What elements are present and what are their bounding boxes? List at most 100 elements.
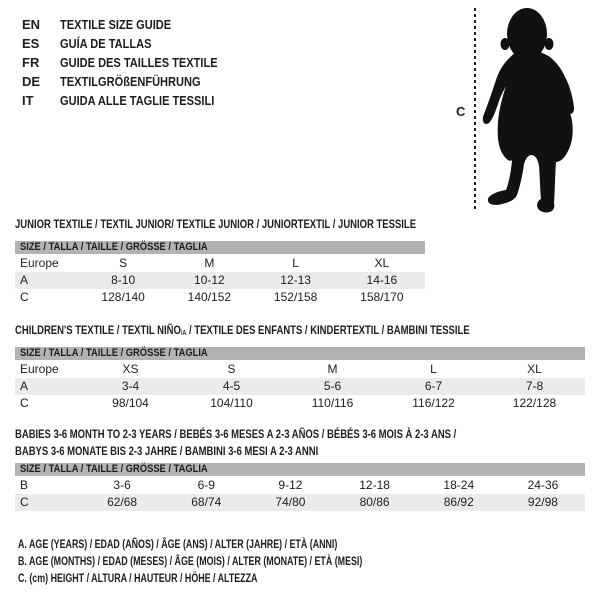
language-code: ES [22, 36, 40, 51]
language-row: EN TEXTILE SIZE GUIDE [22, 15, 245, 34]
footnote: C. (cm) HEIGHT / ALTURA / HAUTEUR / HÖHE… [18, 571, 258, 585]
babies-table-grid: SIZE / TALLA / TAILLE / GRÖSSE / TAGLIA … [15, 463, 585, 511]
language-row: DE TEXTILGRÖßENFÜHRUNG [22, 72, 245, 91]
footnotes: A. AGE (YEARS) / EDAD (AÑOS) / ÂGE (ANS)… [18, 536, 483, 587]
size-cell: 24-36 [527, 478, 559, 492]
table-row: A 3-4 4-5 5-6 6-7 7-8 [15, 378, 585, 395]
children-table-rows: Europe XS S M L XL A 3-4 4-5 5-6 6-7 7-8 C 98/104 104/… [15, 361, 585, 412]
size-header-bar: SIZE / TALLA / TAILLE / GRÖSSE / TAGLIA [15, 347, 585, 360]
language-code: EN [22, 17, 41, 32]
size-header-label: SIZE / TALLA / TAILLE / GRÖSSE / TAGLIA [20, 463, 208, 475]
row-label: A [20, 379, 29, 393]
language-code: IT [22, 93, 34, 108]
language-label: GUIDE DES TAILLES TEXTILE [60, 55, 218, 70]
size-cell: L [430, 362, 437, 376]
size-cell: XL [527, 362, 542, 376]
children-table-title: CHILDREN'S TEXTILE / TEXTIL NIÑO/A / TEX… [15, 322, 585, 339]
row-label: Europe [20, 362, 59, 376]
language-label: TEXTILGRÖßENFÜHRUNG [60, 74, 201, 89]
size-cell: 92/98 [527, 495, 558, 509]
table-row: Europe XS S M L XL [15, 361, 585, 378]
height-measure-line [474, 8, 476, 210]
row-label: B [20, 478, 29, 492]
size-cell: 110/116 [311, 396, 354, 410]
language-code: DE [22, 74, 41, 89]
language-list: EN TEXTILE SIZE GUIDE ES GUÍA DE TALLAS FR GU… [22, 15, 245, 110]
children-table-grid: SIZE / TALLA / TAILLE / GRÖSSE / TAGLIA … [15, 347, 585, 412]
size-cell: 10-12 [194, 273, 225, 287]
size-cell: XS [122, 362, 139, 376]
size-cell: 68/74 [191, 495, 222, 509]
footnote: B. AGE (MONTHS) / EDAD (MESES) / ÂGE (MO… [18, 554, 363, 568]
language-row: FR GUIDE DES TAILLES TEXTILE [22, 53, 245, 72]
height-measure-label: C [456, 104, 466, 119]
size-header-bar: SIZE / TALLA / TAILLE / GRÖSSE / TAGLIA [15, 241, 425, 254]
size-cell: 4-5 [222, 379, 241, 393]
table-row: C 128/140 140/152 152/158 158/170 [15, 289, 425, 306]
size-cell: 80/86 [359, 495, 390, 509]
junior-table-rows: Europe S M L XL A 8-10 10-12 12-13 14-16 C 128/140 1… [15, 255, 425, 306]
size-cell: 98/104 [112, 396, 149, 410]
table-row: Europe S M L XL [15, 255, 425, 272]
size-cell: 5-6 [323, 379, 342, 393]
size-cell: 158/170 [360, 290, 404, 304]
table-row: A 8-10 10-12 12-13 14-16 [15, 272, 425, 289]
size-cell: M [327, 362, 338, 376]
size-cell: 6-9 [197, 478, 215, 492]
size-cell: 7-8 [525, 379, 544, 393]
size-cell: 18-24 [443, 478, 475, 492]
size-cell: L [292, 256, 299, 270]
size-cell: 104/110 [210, 396, 253, 410]
table-title-line: BABYS 3-6 MONATE BIS 2-3 JAHRE / BAMBINI… [15, 444, 319, 458]
language-row: IT GUIDA ALLE TAGLIE TESSILI [22, 91, 245, 110]
size-cell: 12-18 [359, 478, 390, 492]
babies-size-table: BABIES 3-6 MONTH TO 2-3 YEARS / BEBÉS 3-… [15, 426, 585, 511]
size-cell: M [204, 256, 215, 270]
language-label: TEXTILE SIZE GUIDE [60, 17, 172, 32]
junior-size-table: JUNIOR TEXTILE / TEXTIL JUNIOR/ TEXTILE … [15, 216, 425, 304]
row-label: C [20, 290, 29, 304]
babies-table-rows: B 3-6 6-9 9-12 12-18 18-24 24-36 C 62/68 68/74 74/… [15, 477, 585, 511]
size-cell: 152/158 [273, 290, 318, 304]
size-cell: 8-10 [111, 273, 136, 287]
size-header-bar: SIZE / TALLA / TAILLE / GRÖSSE / TAGLIA [15, 463, 585, 476]
table-title-line: JUNIOR TEXTILE / TEXTIL JUNIOR/ TEXTILE … [15, 217, 417, 231]
table-row: C 98/104 104/110 110/116 116/122 122/128 [15, 395, 585, 412]
size-cell: 9-12 [278, 478, 303, 492]
babies-table-title: BABIES 3-6 MONTH TO 2-3 YEARS / BEBÉS 3-… [15, 426, 585, 460]
row-label: C [20, 495, 29, 509]
size-cell: 74/80 [275, 495, 306, 509]
size-cell: 6-7 [424, 379, 443, 393]
size-cell: 128/140 [101, 290, 145, 304]
baby-silhouette-icon [482, 8, 574, 213]
language-row: ES GUÍA DE TALLAS [22, 34, 245, 53]
size-cell: 140/152 [187, 290, 232, 304]
size-cell: S [119, 256, 128, 270]
size-cell: 86/92 [443, 495, 474, 509]
row-label: Europe [20, 256, 59, 270]
language-label: GUIDA ALLE TAGLIE TESSILI [60, 93, 215, 108]
size-cell: 3-6 [113, 478, 131, 492]
baby-figure: C [450, 0, 600, 220]
children-size-table: CHILDREN'S TEXTILE / TEXTIL NIÑO/A / TEX… [15, 322, 585, 410]
row-label: C [20, 396, 29, 410]
size-cell: XL [374, 256, 390, 270]
size-header-label: SIZE / TALLA / TAILLE / GRÖSSE / TAGLIA [20, 241, 208, 253]
size-header-label: SIZE / TALLA / TAILLE / GRÖSSE / TAGLIA [20, 347, 208, 359]
row-label: A [20, 273, 29, 287]
size-cell: 116/122 [412, 396, 455, 410]
table-title-line: CHILDREN'S TEXTILE / TEXTIL NIÑO/A / TEX… [15, 323, 470, 337]
size-cell: 14-16 [366, 273, 398, 287]
size-cell: 122/128 [512, 396, 557, 410]
table-title-line: BABIES 3-6 MONTH TO 2-3 YEARS / BEBÉS 3-… [15, 427, 457, 441]
footnote: A. AGE (YEARS) / EDAD (AÑOS) / ÂGE (ANS)… [18, 537, 338, 551]
table-row: C 62/68 68/74 74/80 80/86 86/92 92/98 [15, 494, 585, 511]
junior-table-title: JUNIOR TEXTILE / TEXTIL JUNIOR/ TEXTILE … [15, 216, 425, 233]
language-label: GUÍA DE TALLAS [60, 36, 152, 51]
size-cell: 12-13 [280, 273, 311, 287]
table-row: B 3-6 6-9 9-12 12-18 18-24 24-36 [15, 477, 585, 494]
size-cell: 62/68 [107, 495, 138, 509]
size-cell: 3-4 [121, 379, 140, 393]
size-cell: S [227, 362, 236, 376]
